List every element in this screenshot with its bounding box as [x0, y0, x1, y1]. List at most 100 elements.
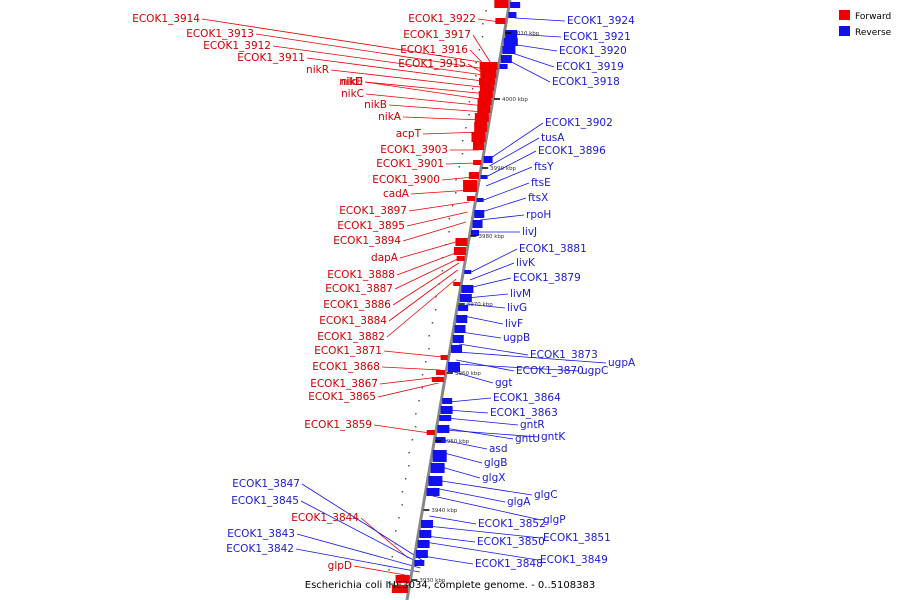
reverse-gene-feature[interactable]: [499, 64, 508, 69]
forward-gene-label[interactable]: ECOK1_3901: [376, 158, 444, 170]
forward-gene-feature[interactable]: [479, 85, 494, 91]
forward-gene-feature[interactable]: [477, 98, 492, 105]
forward-gene-label[interactable]: dapA: [371, 252, 399, 264]
forward-gene-feature[interactable]: [453, 247, 466, 255]
reverse-gene-label[interactable]: ECOK1_3842: [226, 543, 294, 555]
reverse-gene-label[interactable]: ECOK1_3881: [519, 243, 587, 255]
forward-gene-label[interactable]: cadA: [383, 188, 410, 200]
reverse-gene-label[interactable]: ECOK1_3879: [513, 272, 581, 284]
forward-gene-feature[interactable]: [480, 70, 497, 78]
forward-gene-feature[interactable]: [494, 0, 509, 8]
reverse-gene-label[interactable]: ECOK1_3851: [543, 532, 611, 544]
reverse-gene-label[interactable]: livJ: [522, 226, 537, 238]
forward-gene-feature[interactable]: [391, 585, 408, 593]
reverse-gene-feature[interactable]: [414, 560, 425, 566]
reverse-gene-label[interactable]: ECOK1_3924: [567, 15, 635, 27]
forward-gene-feature[interactable]: [473, 160, 482, 165]
forward-gene-label[interactable]: ECOK1_3859: [304, 419, 372, 431]
forward-gene-feature[interactable]: [471, 132, 486, 142]
forward-gene-label[interactable]: ECOK1_3895: [337, 220, 405, 232]
reverse-gene-label[interactable]: ftsE: [531, 177, 551, 189]
reverse-gene-feature[interactable]: [439, 415, 452, 421]
reverse-gene-label[interactable]: ECOK1_3919: [556, 61, 624, 73]
forward-gene-label[interactable]: ECOK1_3871: [314, 345, 382, 357]
forward-gene-label[interactable]: ECOK1_3911: [237, 52, 305, 64]
reverse-gene-label[interactable]: glgX: [482, 472, 505, 484]
forward-gene-label[interactable]: ECOK1_3900: [372, 174, 440, 186]
reverse-gene-label[interactable]: gntK: [541, 431, 566, 443]
reverse-gene-label[interactable]: tusA: [541, 132, 565, 144]
reverse-gene-feature[interactable]: [505, 30, 518, 38]
reverse-gene-label[interactable]: ECOK1_3847: [232, 478, 300, 490]
forward-gene-label[interactable]: ECOK1_3916: [400, 44, 468, 56]
reverse-gene-feature[interactable]: [452, 335, 464, 343]
reverse-gene-feature[interactable]: [442, 398, 453, 404]
reverse-gene-feature[interactable]: [500, 55, 512, 63]
reverse-gene-label[interactable]: ECOK1_3920: [559, 45, 627, 57]
forward-gene-label[interactable]: ECOK1_3903: [380, 144, 448, 156]
forward-gene-label[interactable]: ECOK1_3922: [408, 13, 476, 25]
reverse-gene-label[interactable]: livG: [507, 302, 527, 314]
forward-gene-label[interactable]: nikB: [364, 99, 387, 111]
reverse-gene-feature[interactable]: [440, 406, 453, 414]
reverse-gene-feature[interactable]: [474, 210, 485, 218]
reverse-gene-feature[interactable]: [437, 425, 450, 433]
forward-gene-label[interactable]: ECOK1_3914: [132, 13, 200, 25]
forward-gene-label[interactable]: nikE: [341, 76, 363, 88]
forward-gene-label[interactable]: ECOK1_3913: [186, 28, 254, 40]
reverse-gene-label[interactable]: ftsY: [534, 161, 554, 173]
reverse-gene-label[interactable]: ECOK1_3870: [516, 365, 584, 377]
forward-gene-label[interactable]: ECOK1_3882: [317, 331, 385, 343]
reverse-gene-feature[interactable]: [421, 520, 434, 528]
reverse-gene-label[interactable]: ECOK1_3902: [545, 117, 613, 129]
forward-gene-label[interactable]: nikC: [341, 88, 364, 100]
forward-gene-feature[interactable]: [440, 355, 448, 360]
reverse-gene-label[interactable]: ECOK1_3921: [563, 31, 631, 43]
forward-gene-feature[interactable]: [436, 370, 446, 375]
reverse-gene-feature[interactable]: [430, 463, 445, 473]
forward-gene-label[interactable]: ECOK1_3897: [339, 205, 407, 217]
reverse-gene-label[interactable]: ECOK1_3864: [493, 392, 561, 404]
reverse-gene-label[interactable]: glgC: [534, 489, 558, 501]
reverse-gene-label[interactable]: ugpB: [503, 332, 530, 344]
forward-gene-feature[interactable]: [426, 430, 435, 435]
reverse-gene-label[interactable]: ggt: [495, 377, 512, 389]
reverse-gene-label[interactable]: glgA: [507, 496, 531, 508]
reverse-gene-feature[interactable]: [472, 220, 483, 228]
reverse-gene-feature[interactable]: [428, 476, 443, 486]
reverse-gene-feature[interactable]: [432, 450, 447, 462]
forward-gene-label[interactable]: ECOK1_3888: [327, 269, 395, 281]
forward-gene-feature[interactable]: [495, 18, 506, 24]
reverse-gene-label[interactable]: ugpC: [581, 365, 608, 377]
forward-gene-feature[interactable]: [479, 62, 498, 70]
reverse-gene-feature[interactable]: [464, 270, 472, 274]
reverse-gene-label[interactable]: ECOK1_3918: [552, 76, 620, 88]
reverse-gene-label[interactable]: ECOK1_3849: [540, 554, 608, 566]
reverse-gene-label[interactable]: gntR: [520, 419, 545, 431]
reverse-gene-label[interactable]: asd: [489, 443, 508, 455]
forward-gene-label[interactable]: nikD: [339, 76, 363, 88]
reverse-gene-label[interactable]: ECOK1_3845: [231, 495, 299, 507]
forward-gene-feature[interactable]: [463, 180, 478, 192]
reverse-gene-label[interactable]: glgP: [543, 514, 566, 526]
forward-gene-feature[interactable]: [477, 105, 491, 113]
reverse-gene-feature[interactable]: [417, 540, 430, 548]
forward-gene-feature[interactable]: [431, 377, 444, 382]
forward-gene-feature[interactable]: [456, 256, 465, 261]
reverse-gene-feature[interactable]: [508, 12, 517, 18]
reverse-gene-feature[interactable]: [451, 345, 463, 353]
reverse-gene-label[interactable]: ECOK1_3873: [530, 349, 598, 361]
forward-gene-label[interactable]: nikR: [306, 64, 329, 76]
forward-gene-label[interactable]: ECOK1_3886: [323, 299, 391, 311]
reverse-gene-feature[interactable]: [435, 437, 446, 443]
forward-gene-feature[interactable]: [466, 196, 475, 201]
forward-gene-label[interactable]: ECOK1_3894: [333, 235, 401, 247]
reverse-gene-feature[interactable]: [470, 230, 479, 236]
forward-gene-feature[interactable]: [453, 282, 461, 286]
reverse-gene-feature[interactable]: [459, 294, 472, 302]
forward-gene-label[interactable]: ECOK1_3867: [310, 378, 378, 390]
forward-gene-label[interactable]: glpD: [328, 560, 352, 572]
reverse-gene-feature[interactable]: [426, 488, 440, 496]
reverse-gene-label[interactable]: livF: [505, 318, 523, 330]
forward-gene-label[interactable]: ECOK1_3887: [325, 283, 393, 295]
